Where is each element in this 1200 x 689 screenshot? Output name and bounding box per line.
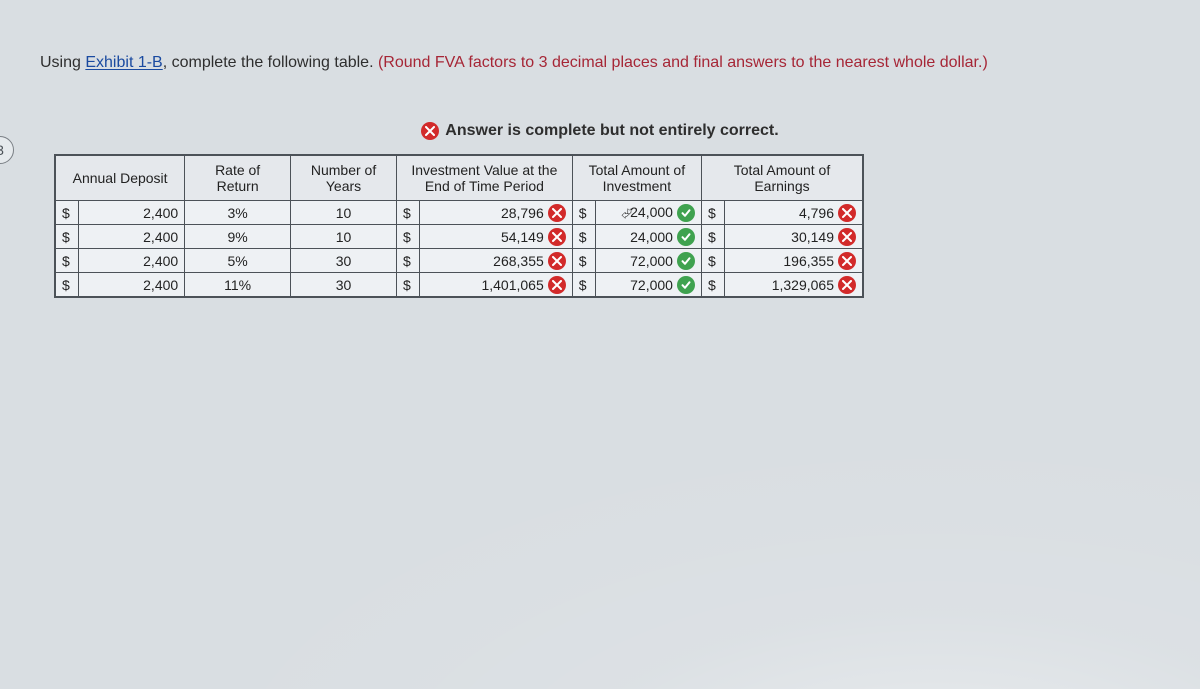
table-row: $2,4003%10$28,796$⮰24,000$4,796	[56, 201, 863, 225]
answer-status-banner: Answer is complete but not entirely corr…	[40, 122, 1160, 140]
years-cell[interactable]: 30	[291, 249, 397, 273]
col-header-years: Number of Years	[291, 156, 397, 201]
currency-cell: $	[56, 273, 79, 297]
answer-table-wrap: Annual Deposit Rate of Return Number of …	[54, 154, 864, 298]
prompt-note: (Round FVA factors to 3 decimal places a…	[378, 54, 988, 71]
total-investment-cell[interactable]: 72,000	[596, 273, 702, 297]
cross-icon	[548, 228, 566, 246]
rate-cell[interactable]: 3%	[185, 201, 291, 225]
cross-icon	[838, 228, 856, 246]
table-body: $2,4003%10$28,796$⮰24,000$4,796$2,4009%1…	[56, 201, 863, 297]
rate-cell[interactable]: 9%	[185, 225, 291, 249]
deposit-cell[interactable]: 2,400	[79, 273, 185, 297]
cross-icon	[838, 252, 856, 270]
currency-cell: $	[56, 201, 79, 225]
investment-value-cell[interactable]: 268,355	[420, 249, 573, 273]
currency-cell: $	[572, 201, 595, 225]
years-cell[interactable]: 10	[291, 201, 397, 225]
currency-cell: $	[396, 225, 419, 249]
prompt-mid: , complete the following table.	[163, 54, 378, 71]
check-icon	[677, 228, 695, 246]
prompt-lead: Using	[40, 54, 85, 71]
exhibit-link[interactable]: Exhibit 1-B	[85, 54, 162, 71]
col-header-deposit: Annual Deposit	[56, 156, 185, 201]
cross-icon	[838, 204, 856, 222]
cross-icon	[548, 204, 566, 222]
col-header-investment-value: Investment Value at the End of Time Peri…	[396, 156, 572, 201]
answer-table: Annual Deposit Rate of Return Number of …	[55, 155, 863, 297]
currency-cell: $	[701, 273, 724, 297]
investment-value-cell[interactable]: 28,796	[420, 201, 573, 225]
content-area: Using Exhibit 1-B, complete the followin…	[0, 0, 1200, 298]
table-row: $2,4009%10$54,149$24,000$30,149	[56, 225, 863, 249]
rate-cell[interactable]: 5%	[185, 249, 291, 273]
earnings-cell[interactable]: 196,355	[725, 249, 863, 273]
table-row: $2,4005%30$268,355$72,000$196,355	[56, 249, 863, 273]
deposit-cell[interactable]: 2,400	[79, 225, 185, 249]
earnings-cell[interactable]: 30,149	[725, 225, 863, 249]
col-header-total-investment: Total Amount of Investment	[572, 156, 701, 201]
rate-cell[interactable]: 11%	[185, 273, 291, 297]
currency-cell: $	[56, 225, 79, 249]
investment-value-cell[interactable]: 1,401,065	[420, 273, 573, 297]
currency-cell: $	[572, 249, 595, 273]
currency-cell: $	[701, 225, 724, 249]
total-investment-cell[interactable]: 24,000	[596, 225, 702, 249]
currency-cell: $	[396, 273, 419, 297]
page-section-number: 3	[0, 142, 4, 158]
currency-cell: $	[572, 273, 595, 297]
deposit-cell[interactable]: 2,400	[79, 249, 185, 273]
currency-cell: $	[701, 249, 724, 273]
cross-icon	[421, 122, 439, 140]
table-header-row: Annual Deposit Rate of Return Number of …	[56, 156, 863, 201]
check-icon	[677, 252, 695, 270]
col-header-earnings: Total Amount of Earnings	[701, 156, 862, 201]
table-row: $2,40011%30$1,401,065$72,000$1,329,065	[56, 273, 863, 297]
currency-cell: $	[701, 201, 724, 225]
total-investment-cell[interactable]: 72,000	[596, 249, 702, 273]
currency-cell: $	[572, 225, 595, 249]
total-investment-cell[interactable]: ⮰24,000	[596, 201, 702, 225]
check-icon	[677, 276, 695, 294]
years-cell[interactable]: 30	[291, 273, 397, 297]
cross-icon	[838, 276, 856, 294]
check-icon	[677, 204, 695, 222]
question-prompt: Using Exhibit 1-B, complete the followin…	[40, 52, 1160, 74]
earnings-cell[interactable]: 4,796	[725, 201, 863, 225]
currency-cell: $	[396, 201, 419, 225]
col-header-rate: Rate of Return	[185, 156, 291, 201]
cursor-icon: ⮰	[621, 205, 632, 222]
years-cell[interactable]: 10	[291, 225, 397, 249]
earnings-cell[interactable]: 1,329,065	[725, 273, 863, 297]
deposit-cell[interactable]: 2,400	[79, 201, 185, 225]
cross-icon	[548, 276, 566, 294]
cross-icon	[548, 252, 566, 270]
banner-text: Answer is complete but not entirely corr…	[445, 122, 778, 140]
currency-cell: $	[396, 249, 419, 273]
currency-cell: $	[56, 249, 79, 273]
investment-value-cell[interactable]: 54,149	[420, 225, 573, 249]
